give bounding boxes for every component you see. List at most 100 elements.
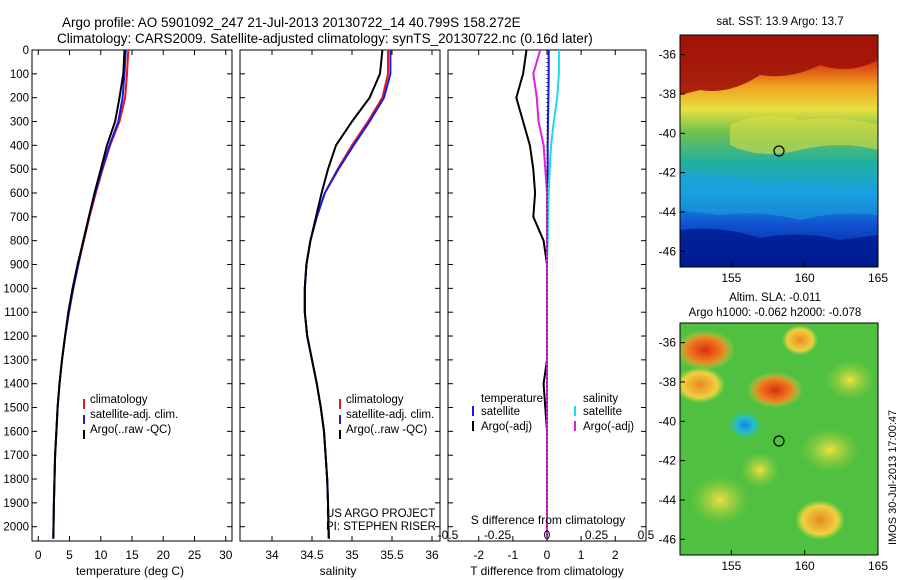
s-tick-label: 0.25 [585, 528, 609, 542]
project-line2: PI: STEPHEN RISER [326, 521, 436, 533]
s-tick-label: 0.5 [638, 528, 655, 542]
temperature-xlabel: temperature (deg C) [76, 564, 184, 578]
map-y-tick-label: -46 [659, 532, 677, 546]
x-tick-label: 2 [612, 548, 619, 562]
y-tick-label: 800 [10, 236, 29, 248]
y-tick-label: 400 [10, 140, 29, 152]
y-tick-label: 200 [10, 93, 29, 105]
legend-satellite: satellite-adj. clim. [346, 409, 434, 421]
sla-map [680, 323, 878, 555]
salinity-xlabel: salinity [320, 564, 357, 578]
y-tick-label: 900 [10, 260, 29, 272]
y-tick-label: 2000 [3, 522, 29, 534]
map-y-tick-label: -40 [659, 414, 677, 428]
x-tick-label: 10 [94, 548, 108, 562]
map-y-tick-label: -38 [659, 375, 677, 389]
map-y-tick-label: -38 [659, 87, 677, 101]
y-tick-label: 700 [10, 212, 29, 224]
map-x-tick-label: 165 [868, 559, 888, 573]
y-tick-label: 1100 [4, 307, 29, 319]
series-argo_s [532, 49, 548, 539]
map-x-tick-label: 155 [721, 271, 741, 285]
y-tick-label: 1300 [3, 355, 29, 367]
sst-map [680, 35, 878, 267]
map-y-tick-label: -44 [659, 493, 677, 507]
y-tick-label: 1200 [3, 331, 29, 343]
legend-t-satellite: satellite [481, 406, 520, 418]
x-tick-label: -1 [508, 548, 519, 562]
sla-map-frame [679, 322, 879, 556]
legend-climatology: climatology [346, 394, 404, 406]
sst-map-frame [679, 34, 879, 268]
legend-s-argo: Argo(-adj) [583, 421, 634, 433]
y-tick-label: 300 [10, 117, 29, 129]
legend-argo: Argo(..raw -QC) [346, 424, 427, 436]
map-y-tick-label: -42 [659, 166, 677, 180]
temperature-legend: climatology satellite-adj. clim. Argo(..… [83, 394, 178, 439]
sla-map-title: Altim. SLA: -0.011 [729, 292, 821, 304]
s-tick-label: -0.5 [438, 528, 459, 542]
legend-climatology: climatology [90, 394, 148, 406]
map-x-tick-label: 160 [795, 271, 815, 285]
x-tick-label: 0 [35, 548, 42, 562]
y-tick-label: 0 [23, 45, 29, 57]
argo-float-marker [773, 435, 785, 447]
x-tick-label: 15 [125, 548, 139, 562]
legend-temperature-title: temperature [481, 393, 543, 405]
x-tick-label: 30 [219, 548, 233, 562]
legend-argo: Argo(..raw -QC) [90, 424, 171, 436]
sst-map-title: sat. SST: 13.9 Argo: 13.7 [716, 16, 843, 28]
sla-map-subtitle: Argo h1000: -0.062 h2000: -0.078 [689, 307, 862, 319]
x-tick-label: 35.5 [380, 548, 404, 562]
difference-xlabel-top: S difference from climatology [471, 513, 626, 527]
y-tick-label: 1400 [3, 379, 29, 391]
y-tick-label: 1500 [3, 403, 29, 415]
series-argo [52, 49, 126, 539]
y-tick-label: 600 [10, 188, 29, 200]
project-line1: US ARGO PROJECT [326, 508, 435, 520]
map-y-tick-label: -36 [659, 336, 677, 350]
y-tick-label: 100 [10, 69, 29, 81]
x-tick-label: 0 [544, 548, 551, 562]
argo-float-marker [773, 145, 785, 157]
map-y-tick-label: -46 [659, 244, 677, 258]
map-y-tick-label: -40 [659, 126, 677, 140]
x-tick-label: 34.5 [300, 548, 324, 562]
y-tick-label: 1600 [3, 426, 29, 438]
sla-map-ticks: 155 160 165 -36 -38 -40 -42 -44 -46 [659, 336, 889, 573]
s-tick-label: 0 [544, 528, 551, 542]
series-argo [303, 49, 384, 539]
y-tick-label: 1900 [3, 498, 29, 510]
y-tick-label: 1700 [3, 450, 29, 462]
y-tick-label: 500 [10, 164, 29, 176]
x-tick-label: 34 [265, 548, 279, 562]
legend-satellite: satellite-adj. clim. [90, 409, 178, 421]
map-y-tick-label: -44 [659, 205, 677, 219]
map-y-tick-label: -36 [659, 48, 677, 62]
salinity-panel [239, 49, 441, 542]
difference-legend: temperature satellite Argo(-adj) salinit… [472, 393, 634, 433]
difference-plot: -2 -1 0 1 2 [448, 49, 646, 562]
map-x-tick-label: 155 [721, 559, 741, 573]
legend-salinity-title: salinity [583, 393, 618, 405]
x-tick-label: 35 [345, 548, 359, 562]
x-tick-label: 1 [578, 548, 585, 562]
salinity-difference-ticks: -0.5 -0.25 0 0.25 0.5 [438, 528, 655, 542]
salinity-legend: climatology satellite-adj. clim. Argo(..… [339, 394, 434, 439]
temperature-panel [31, 49, 233, 542]
x-tick-label: -2 [473, 548, 484, 562]
salinity-plot: 34 34.5 35 35.5 36 [240, 49, 440, 562]
map-x-tick-label: 160 [795, 559, 815, 573]
x-tick-label: 36 [425, 548, 439, 562]
s-tick-label: -0.25 [484, 528, 512, 542]
legend-s-satellite: satellite [583, 406, 622, 418]
header-line2: Climatology: CARS2009. Satellite-adjuste… [57, 31, 593, 46]
y-tick-label: 1000 [3, 283, 29, 295]
header-line1: Argo profile: AO 5901092_247 21-Jul-2013… [62, 15, 521, 30]
x-tick-label: 5 [66, 548, 73, 562]
map-y-tick-label: -42 [659, 454, 677, 468]
sst-map-ticks: 155 160 165 -36 -38 -40 -42 -44 -46 [659, 48, 889, 285]
temperature-plot: 0 5 10 15 20 25 300100200300400500600700800900… [3, 45, 232, 562]
x-tick-label: 25 [188, 548, 202, 562]
